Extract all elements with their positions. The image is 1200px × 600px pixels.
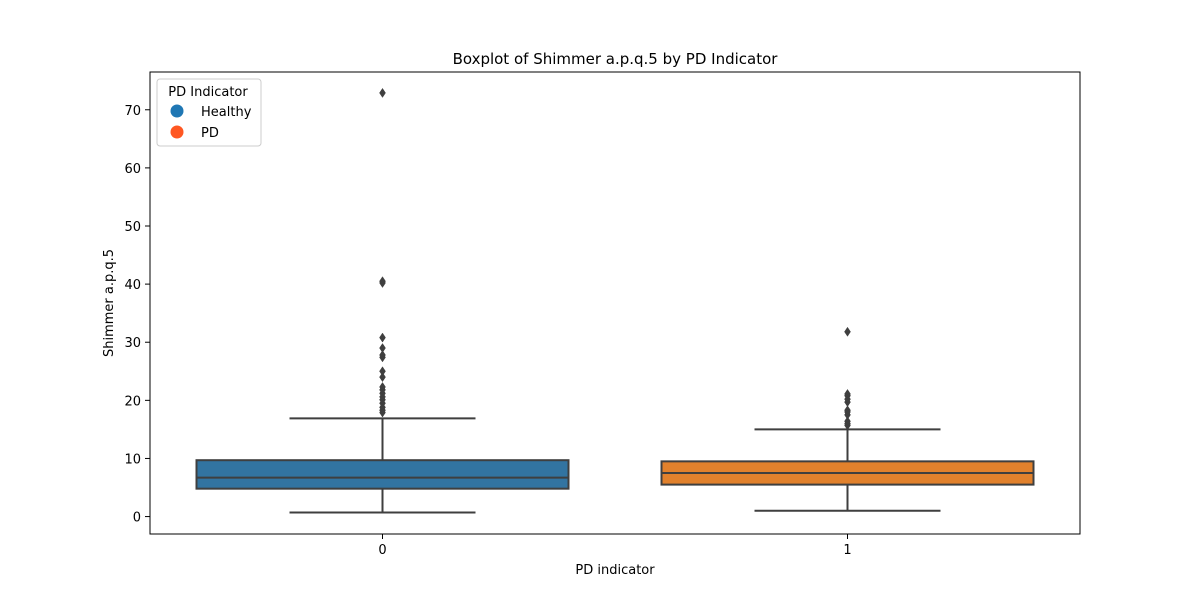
outlier-point bbox=[379, 350, 386, 360]
legend-title: PD Indicator bbox=[168, 85, 248, 100]
x-axis-label: PD indicator bbox=[575, 563, 655, 578]
outlier-point bbox=[844, 326, 851, 337]
y-tick-label: 70 bbox=[124, 104, 141, 119]
legend-marker-healthy bbox=[170, 104, 184, 118]
x-tick-label: 0 bbox=[378, 543, 386, 558]
box-group-1 bbox=[660, 326, 1035, 512]
outlier-point bbox=[379, 276, 386, 287]
y-axis-label: Shimmer a.p.q.5 bbox=[102, 249, 117, 357]
chart-title: Boxplot of Shimmer a.p.q.5 by PD Indicat… bbox=[453, 50, 779, 68]
outlier-point bbox=[379, 343, 386, 353]
legend-marker-pd bbox=[170, 125, 184, 139]
y-tick-label: 50 bbox=[124, 220, 141, 235]
y-tick-label: 20 bbox=[124, 394, 141, 409]
y-tick-label: 30 bbox=[124, 336, 141, 351]
outlier-point bbox=[379, 332, 386, 343]
outlier-point bbox=[379, 372, 386, 383]
legend: PD Indicator Healthy PD bbox=[156, 78, 262, 147]
box-group-0 bbox=[195, 87, 570, 514]
y-tick-label: 40 bbox=[124, 278, 141, 293]
plot-frame bbox=[149, 71, 1081, 535]
x-tick-label: 1 bbox=[843, 543, 851, 558]
outlier-point bbox=[844, 405, 851, 416]
legend-label-healthy: Healthy bbox=[201, 105, 252, 120]
box-iqr bbox=[195, 459, 570, 490]
outlier-point bbox=[379, 366, 386, 377]
outlier-point bbox=[379, 382, 386, 392]
y-tick-label: 60 bbox=[124, 162, 141, 177]
outlier-point bbox=[379, 87, 386, 98]
legend-frame bbox=[156, 78, 262, 147]
y-tick-label: 10 bbox=[124, 452, 141, 467]
outlier-point bbox=[844, 416, 851, 427]
outlier-point bbox=[844, 388, 851, 399]
y-tick-label: 0 bbox=[133, 511, 141, 526]
legend-label-pd: PD bbox=[201, 126, 219, 141]
